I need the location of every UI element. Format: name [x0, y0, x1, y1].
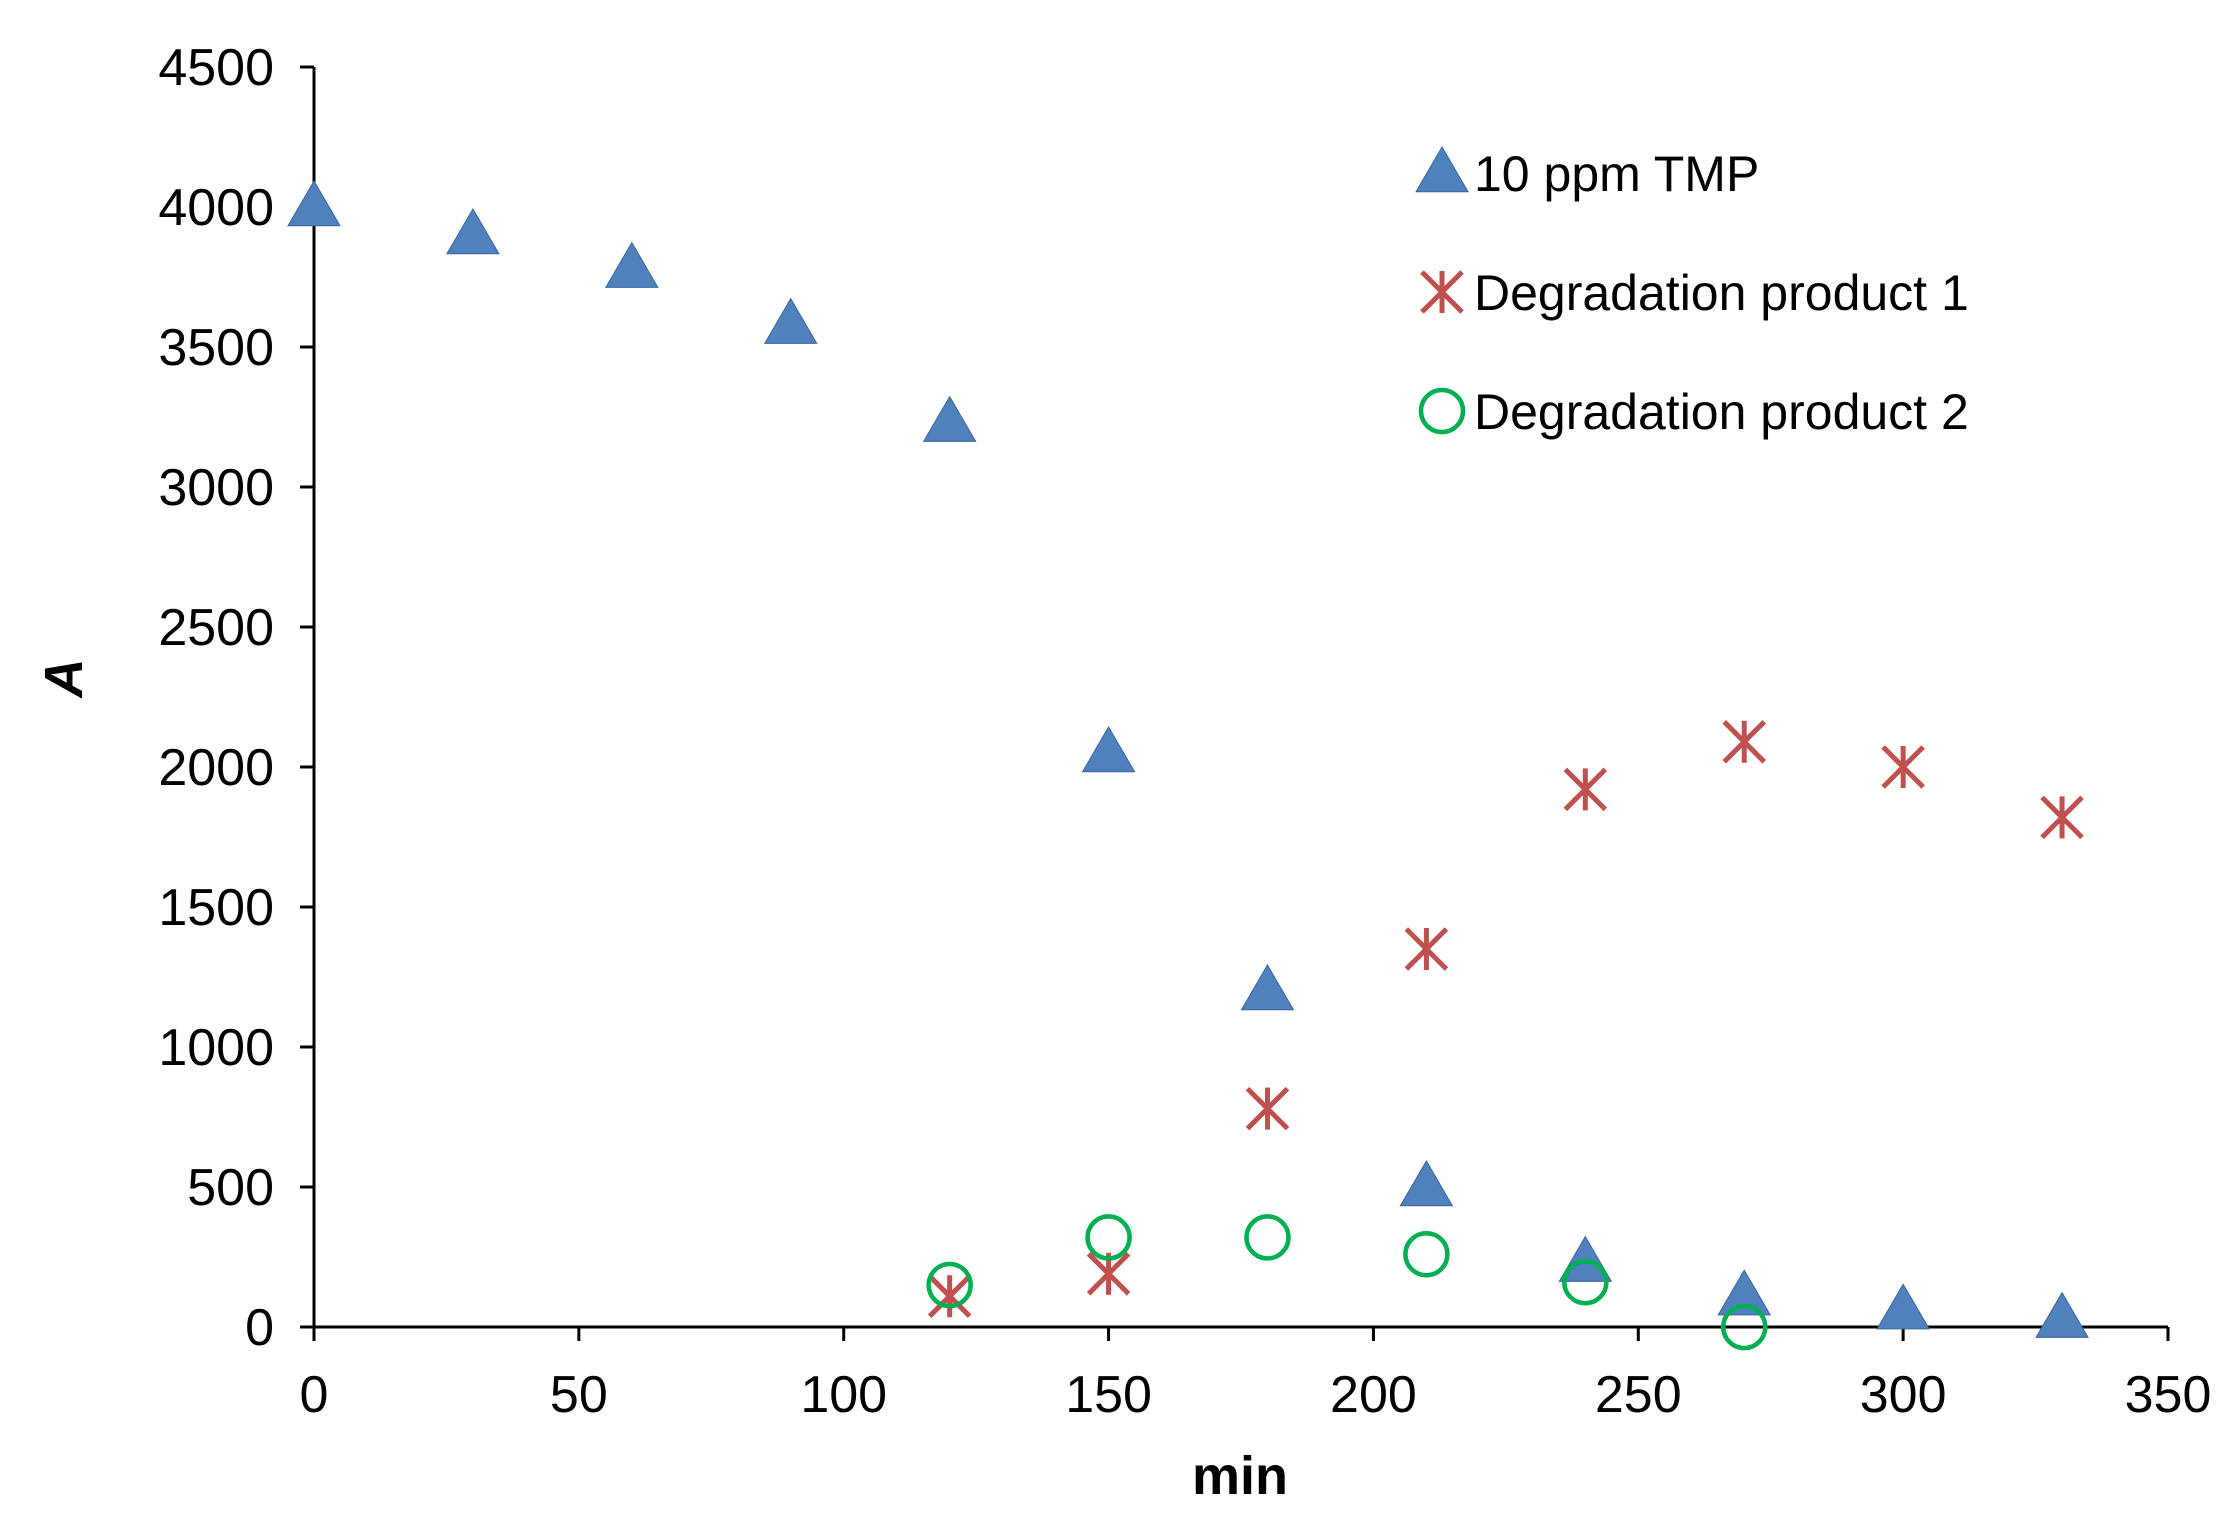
y-tick-label: 500	[187, 1159, 274, 1217]
y-tick-label: 4500	[158, 39, 274, 97]
data-point	[1720, 1303, 1768, 1351]
legend-item: Degradation product 1	[1420, 265, 1969, 321]
data-point	[604, 241, 659, 288]
x-axis-title: min	[1192, 1446, 1288, 1506]
data-point	[1562, 1258, 1609, 1306]
series-2	[927, 720, 2084, 1318]
data-point	[1403, 1230, 1450, 1278]
data-point	[2040, 795, 2084, 840]
data-point	[927, 1274, 972, 1318]
data-point	[1722, 720, 1766, 764]
y-tick-label: 3500	[158, 319, 274, 377]
data-point	[1085, 1214, 1132, 1261]
x-tick-label: 250	[1595, 1366, 1682, 1424]
data-point	[1399, 1160, 1454, 1207]
data-point	[446, 208, 500, 255]
series-3	[926, 1214, 1768, 1351]
legend-marker	[1415, 146, 1469, 193]
x-tick-label: 100	[800, 1366, 887, 1424]
legend-item: 10 ppm TMP	[1415, 146, 1759, 202]
y-tick-label: 0	[245, 1299, 274, 1357]
data-point	[1563, 767, 1608, 812]
legend-label: 10 ppm TMP	[1474, 146, 1759, 202]
legend-marker	[1420, 270, 1464, 314]
series-layer	[287, 180, 2089, 1351]
data-point	[922, 395, 977, 442]
x-tick-label: 50	[550, 1366, 608, 1424]
data-point	[2035, 1291, 2089, 1338]
legend-marker	[1418, 387, 1466, 435]
data-point	[1245, 1086, 1290, 1131]
y-tick-label: 1500	[158, 879, 274, 937]
x-tick-label: 350	[2125, 1366, 2212, 1424]
data-point	[763, 297, 818, 344]
y-tick-label: 4000	[158, 179, 274, 237]
data-point	[1404, 927, 1449, 971]
x-tick-label: 300	[1860, 1366, 1947, 1424]
data-point	[287, 180, 341, 227]
y-axis-title: A	[34, 659, 94, 700]
legend: 10 ppm TMP Degradation product 1 Degradati…	[1415, 146, 1969, 440]
legend-item: Degradation product 2	[1418, 384, 1969, 440]
y-axis: 0 500 1000 1500 2000 2500 3000 3500 4000 4500	[158, 39, 316, 1357]
data-point	[1081, 726, 1136, 773]
y-tick-label: 1000	[158, 1019, 274, 1077]
y-tick-label: 2000	[158, 739, 274, 797]
data-point	[926, 1261, 973, 1309]
legend-label: Degradation product 2	[1474, 384, 1969, 440]
x-tick-label: 150	[1065, 1366, 1152, 1424]
data-point	[1244, 1214, 1291, 1261]
y-tick-label: 2500	[158, 599, 274, 657]
x-tick-label: 200	[1330, 1366, 1417, 1424]
data-point	[1240, 964, 1295, 1011]
series-1	[287, 180, 2089, 1338]
x-axis: 0 50 100 150 200 250 300 350	[300, 1325, 2212, 1424]
data-point	[1876, 1283, 1931, 1330]
legend-label: Degradation product 1	[1474, 265, 1969, 321]
data-point	[1717, 1269, 1772, 1316]
x-tick-label: 0	[300, 1366, 329, 1424]
data-point	[1881, 745, 1925, 789]
y-tick-label: 3000	[158, 459, 274, 517]
